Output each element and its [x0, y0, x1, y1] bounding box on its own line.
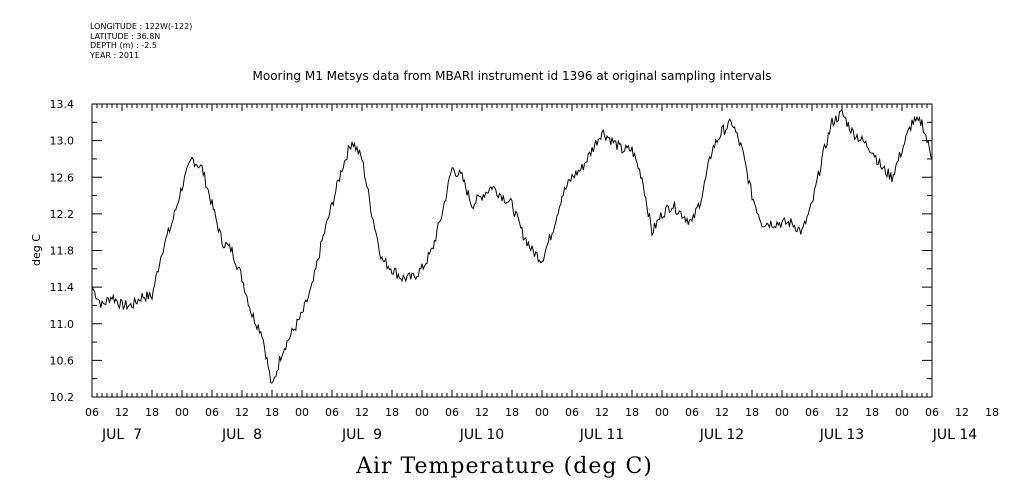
y-tick-label: 13.4: [50, 98, 75, 111]
x-tick-label: 00: [655, 406, 669, 419]
x-day-label: JUL 7: [101, 427, 142, 443]
x-tick-label: 18: [745, 406, 759, 419]
y-tick-labels: 10.2 10.6 11.0 11.4 11.8 12.2 12.6 13.0 13.4: [50, 98, 75, 404]
x-tick-label: 18: [985, 406, 999, 419]
x-tick-label: 12: [355, 406, 369, 419]
x-tick-label: 00: [295, 406, 309, 419]
x-tick-label: 00: [895, 406, 909, 419]
x-day-label: JUL 13: [819, 427, 864, 443]
x-tick-label: 00: [535, 406, 549, 419]
x-tick-label: 06: [805, 406, 819, 419]
x-tick-label: 18: [625, 406, 639, 419]
y-tick-label: 12.2: [50, 208, 75, 221]
air-temperature-line: [91, 108, 933, 384]
x-tick-label: 18: [865, 406, 879, 419]
x-tick-label: 06: [445, 406, 459, 419]
station-metadata: LONGITUDE : 122W(-122) LATITUDE : 36.8N …: [90, 22, 192, 60]
y-tick-label: 11.8: [50, 245, 75, 258]
x-day-label: JUL 8: [221, 427, 262, 443]
depth-text: DEPTH (m) : -2.5: [90, 41, 157, 50]
x-day-labels: JUL 7 JUL 8 JUL 9 JUL 10 JUL 11 JUL 12 JUL 13 J…: [101, 427, 977, 443]
y-tick-label: 12.6: [50, 171, 75, 184]
x-tick-label: 00: [175, 406, 189, 419]
x-tick-label: 00: [775, 406, 789, 419]
y-axis-label: deg C: [30, 234, 43, 266]
tick-marks: [91, 103, 933, 398]
y-tick-label: 10.6: [50, 354, 75, 367]
x-day-label: JUL 11: [579, 427, 624, 443]
x-tick-label: 18: [505, 406, 519, 419]
x-tick-labels: 06 12 18 00 06 12 18 00 06 12 18 00 06 12 18 00 06 12 18 00…: [85, 406, 999, 419]
x-tick-label: 12: [115, 406, 129, 419]
plot-frame: [91, 103, 933, 398]
x-tick-label: 12: [475, 406, 489, 419]
x-day-label: JUL 10: [459, 427, 504, 443]
x-tick-label: 18: [385, 406, 399, 419]
x-tick-label: 12: [235, 406, 249, 419]
year-text: YEAR : 2011: [90, 50, 140, 60]
x-tick-label: 06: [925, 406, 939, 419]
x-day-label: JUL 9: [341, 427, 382, 443]
x-tick-label: 12: [835, 406, 849, 419]
y-tick-label: 10.2: [50, 391, 75, 404]
y-tick-label: 11.0: [50, 318, 75, 331]
latitude-text: LATITUDE : 36.8N: [90, 31, 161, 41]
x-tick-label: 12: [595, 406, 609, 419]
y-tick-label: 11.4: [50, 281, 75, 294]
x-tick-label: 12: [715, 406, 729, 419]
longitude-text: LONGITUDE : 122W(-122): [90, 22, 193, 31]
y-tick-label: 13.0: [50, 135, 75, 148]
x-tick-label: 06: [325, 406, 339, 419]
x-tick-label: 18: [145, 406, 159, 419]
x-tick-label: 06: [685, 406, 699, 419]
x-day-label: JUL 12: [699, 427, 744, 443]
x-tick-label: 12: [955, 406, 969, 419]
chart-title: Mooring M1 Metsys data from MBARI instru…: [252, 69, 772, 83]
x-day-label: JUL 14: [932, 427, 978, 443]
x-tick-label: 06: [565, 406, 579, 419]
x-tick-label: 18: [265, 406, 279, 419]
x-tick-label: 06: [205, 406, 219, 419]
x-tick-label: 06: [85, 406, 99, 419]
x-tick-label: 00: [415, 406, 429, 419]
x-axis-title: Air Temperature (deg C): [356, 454, 653, 479]
